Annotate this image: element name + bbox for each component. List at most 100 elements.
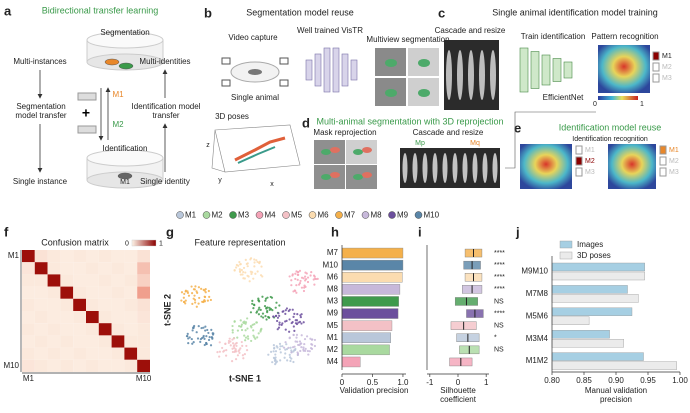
- tsne-point: [206, 328, 209, 332]
- tsne-point: [293, 329, 296, 332]
- label: Single identity: [140, 177, 190, 186]
- heatmap-cell: [137, 323, 150, 336]
- tsne-point: [251, 299, 254, 302]
- label: Mq: [470, 140, 480, 147]
- tsne-point: [286, 359, 289, 362]
- significance-label: ****: [494, 250, 505, 257]
- legend-label: M3: [669, 169, 679, 176]
- tsne-point: [316, 277, 319, 280]
- tsne-point: [244, 329, 247, 332]
- tsne-point: [295, 333, 299, 336]
- heatmap-cell: [111, 347, 125, 360]
- tsne-point: [247, 275, 250, 278]
- label: M1: [112, 90, 124, 99]
- heatmap-cell: [34, 250, 48, 263]
- tsne-point: [295, 336, 298, 339]
- tsne-point: [263, 304, 267, 308]
- tsne-point: [194, 301, 197, 304]
- tsne-point: [294, 319, 297, 322]
- tsne-point: [281, 345, 284, 348]
- bar: [551, 262, 646, 272]
- tsne-point: [231, 347, 234, 350]
- tsne-point: [302, 346, 305, 349]
- heatmap-cell: [86, 286, 99, 299]
- tsne-point: [266, 309, 269, 313]
- tsne-point: [288, 330, 291, 333]
- heatmap-cell: [73, 311, 86, 324]
- heatmap-cell: [73, 335, 86, 348]
- tsne-point: [204, 325, 207, 328]
- tsne-point: [276, 316, 280, 319]
- axis-label: Manual validation precision: [584, 386, 648, 404]
- heatmap-cell: [137, 359, 150, 372]
- tsne-point: [302, 349, 305, 352]
- legend-label: M2: [585, 158, 595, 165]
- mask: [330, 172, 340, 178]
- y-tick-label: M7: [327, 248, 339, 257]
- tsne-point: [231, 342, 235, 345]
- tsne-point: [244, 321, 248, 324]
- heatmap-cell: [111, 286, 125, 299]
- tsne-point: [274, 353, 277, 356]
- tsne-point: [225, 354, 228, 357]
- mouse-crop: [412, 153, 418, 183]
- significance-label: ****: [494, 286, 505, 293]
- tsne-point: [233, 320, 236, 323]
- heatmap-cell: [98, 335, 112, 348]
- tsne-point: [204, 329, 207, 332]
- tsne-point: [235, 344, 238, 348]
- mouse-box: [77, 92, 97, 101]
- tsne-point: [257, 332, 260, 335]
- label: Mask reprojection: [313, 128, 376, 137]
- tsne-point: [294, 289, 297, 292]
- heatmap-cell: [60, 298, 74, 311]
- label: Single animal: [231, 93, 279, 102]
- legend-swatch: [575, 156, 583, 166]
- label: M2: [112, 120, 124, 129]
- y-tick-label: M9: [327, 309, 339, 318]
- label: Multi-instances: [13, 57, 66, 66]
- tsne-point: [284, 309, 287, 312]
- mask: [353, 149, 363, 155]
- significance-label: ****: [494, 310, 505, 317]
- tsne-point: [297, 321, 300, 324]
- heatmap-cell: [47, 274, 61, 287]
- tsne-point: [231, 331, 234, 334]
- tsne-point: [273, 357, 276, 360]
- tsne-point: [306, 280, 310, 284]
- legend-marker: [335, 211, 343, 219]
- panel-title: Feature representation: [194, 237, 285, 247]
- tsne-point: [312, 274, 316, 277]
- tsne-point: [288, 336, 291, 340]
- heatmap-cell: [111, 359, 125, 372]
- tsne-point: [306, 276, 310, 279]
- mouse-crop: [490, 50, 496, 100]
- tsne-point: [287, 346, 290, 349]
- heatmap-cell: [22, 262, 35, 275]
- tsne-point: [204, 287, 207, 291]
- tsne-point: [294, 347, 297, 351]
- legend-swatch: [652, 51, 660, 61]
- tsne-point: [289, 359, 292, 363]
- legend-marker: [282, 211, 290, 219]
- tsne-point: [199, 340, 202, 343]
- tsne-point: [258, 262, 261, 265]
- legend-label: 3D poses: [577, 251, 611, 260]
- tsne-point: [284, 320, 287, 323]
- heatmap-cell: [73, 323, 86, 336]
- panel-label: a: [4, 3, 12, 18]
- panel-title: Bidirectional transfer learning: [42, 5, 159, 15]
- tsne-point: [197, 302, 200, 305]
- tsne-point: [232, 337, 236, 340]
- tsne-point: [279, 351, 282, 354]
- tsne-point: [261, 275, 264, 278]
- tsne-point: [308, 350, 311, 353]
- y-tick-label: M10: [3, 361, 19, 370]
- legend-marker: [229, 211, 237, 219]
- legend-label: M4: [265, 211, 277, 220]
- plus-sign: +: [82, 105, 90, 121]
- tsne-point: [183, 292, 186, 296]
- heatmap-cell: [111, 335, 125, 348]
